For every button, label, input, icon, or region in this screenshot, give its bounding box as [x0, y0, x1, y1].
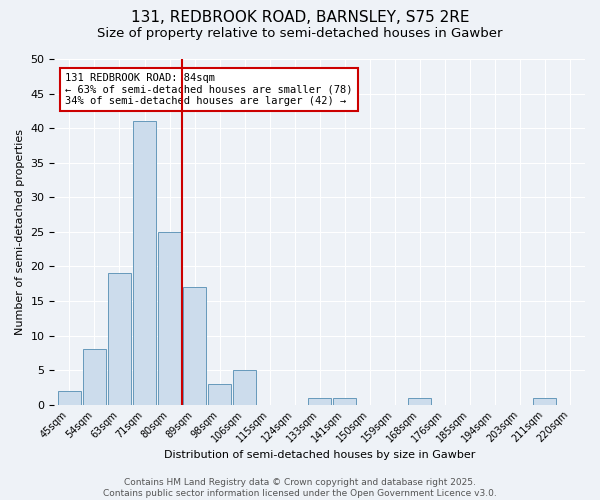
X-axis label: Distribution of semi-detached houses by size in Gawber: Distribution of semi-detached houses by … — [164, 450, 475, 460]
Bar — [333, 398, 356, 404]
Text: Contains HM Land Registry data © Crown copyright and database right 2025.
Contai: Contains HM Land Registry data © Crown c… — [103, 478, 497, 498]
Bar — [409, 398, 431, 404]
Y-axis label: Number of semi-detached properties: Number of semi-detached properties — [15, 129, 25, 335]
Bar — [158, 232, 181, 404]
Bar — [208, 384, 231, 404]
Bar — [133, 121, 156, 405]
Bar — [533, 398, 556, 404]
Bar — [108, 274, 131, 404]
Bar — [233, 370, 256, 404]
Bar — [308, 398, 331, 404]
Bar — [83, 350, 106, 405]
Bar — [183, 287, 206, 405]
Text: 131, REDBROOK ROAD, BARNSLEY, S75 2RE: 131, REDBROOK ROAD, BARNSLEY, S75 2RE — [131, 10, 469, 25]
Bar — [58, 391, 81, 404]
Text: 131 REDBROOK ROAD: 84sqm
← 63% of semi-detached houses are smaller (78)
34% of s: 131 REDBROOK ROAD: 84sqm ← 63% of semi-d… — [65, 73, 353, 106]
Text: Size of property relative to semi-detached houses in Gawber: Size of property relative to semi-detach… — [97, 28, 503, 40]
